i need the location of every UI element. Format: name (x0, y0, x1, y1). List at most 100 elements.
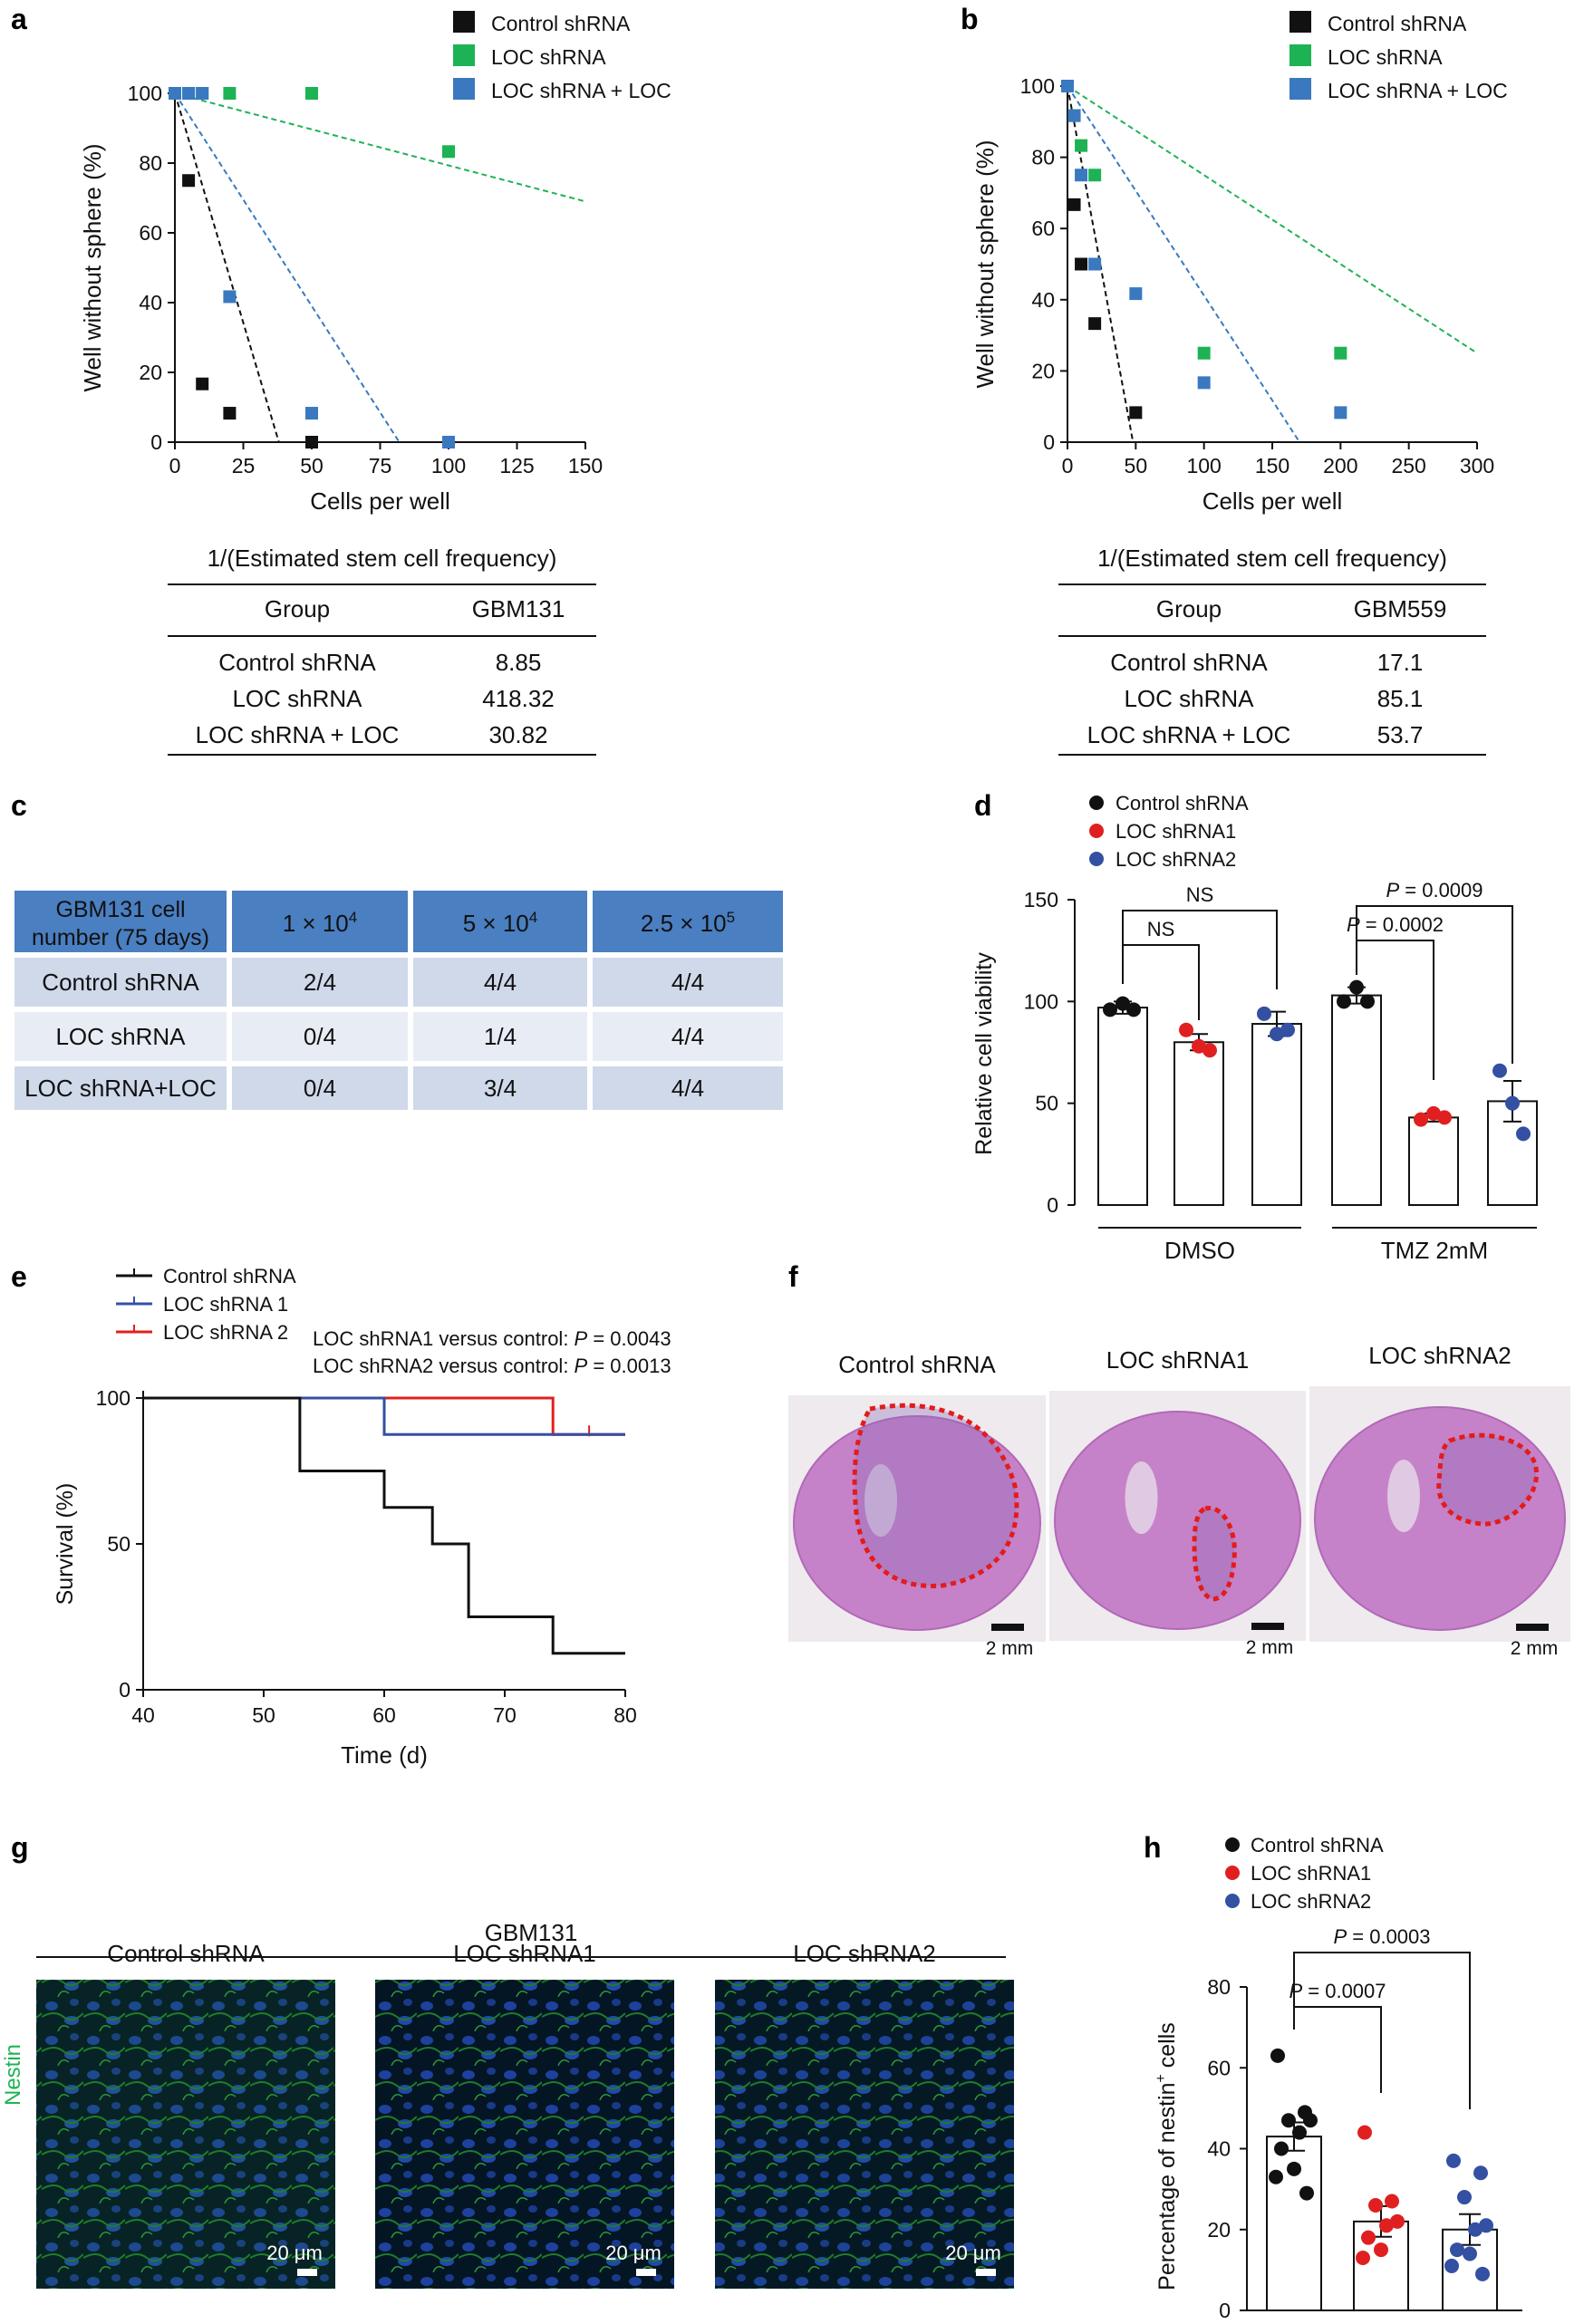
y-tick-label: 60 (139, 221, 162, 245)
y-tick-label: 50 (107, 1532, 130, 1556)
p-value: NS (1147, 918, 1175, 940)
table-cell-group: Control shRNA (218, 649, 376, 676)
data-point (1088, 169, 1102, 182)
y-tick-label: 50 (1035, 1092, 1058, 1115)
table-title: 1/(Estimated stem cell frequency) (1097, 545, 1447, 572)
data-point (1444, 2258, 1459, 2273)
ventricle (1387, 1460, 1420, 1532)
data-point (1516, 1126, 1531, 1142)
x-tick-label: 0 (169, 454, 181, 477)
body-cell (14, 958, 227, 1007)
x-tick-label: 125 (499, 454, 534, 477)
panel-d-chart: 0 50 100 150 Relative cell viability DMSO TMZ … (971, 792, 1538, 1264)
y-axis-label: Percentage of nestin+ cells (1154, 2022, 1180, 2290)
x-tick-label: 200 (1323, 454, 1357, 477)
x-axis-label: Cells per well (310, 487, 450, 515)
data-point (1475, 2266, 1490, 2281)
data-point (1446, 2153, 1461, 2168)
data-point (1075, 257, 1088, 271)
data-point (1463, 2246, 1477, 2261)
y-tick-label: 20 (1207, 2218, 1231, 2242)
y-axis-label-part: + (1154, 2074, 1169, 2082)
y-tick-label: 60 (1031, 217, 1055, 240)
p-value: = 0.0013 (587, 1355, 671, 1377)
data-point (442, 436, 455, 448)
data-point (1287, 2161, 1301, 2176)
header-cell-count: 2.5 × 105 (641, 909, 735, 937)
body-cell (413, 1012, 587, 1061)
x-tick-label: 50 (252, 1703, 275, 1727)
panel-label-a: a (11, 3, 27, 35)
p-value: NS (1186, 883, 1214, 906)
tumor-outline (1192, 1506, 1237, 1602)
data-point (1061, 80, 1074, 92)
data-point (1179, 1022, 1193, 1037)
legend-label: LOC shRNA + LOC (1328, 79, 1508, 102)
data-point (1292, 2125, 1307, 2140)
data-point (1368, 2197, 1383, 2213)
bar (1174, 1041, 1224, 1207)
data-point (1075, 139, 1088, 152)
p-symbol: P (1333, 1925, 1347, 1948)
row-value: 0/4 (304, 1023, 336, 1050)
stain-label: Nestin (1, 2044, 25, 2106)
legend-label: Control shRNA (1251, 1834, 1384, 1856)
table-cell-group: LOC shRNA + LOC (1087, 721, 1291, 748)
sig-bracket (1356, 905, 1513, 1064)
data-point (1270, 1027, 1284, 1042)
panel-a-frequency-table: 1/(Estimated stem cell frequency) Group GB… (168, 545, 596, 756)
x-tick-label: 60 (372, 1703, 396, 1727)
x-tick-label: 75 (369, 454, 392, 477)
legend-marker (1089, 796, 1104, 810)
brain-section (1314, 1406, 1566, 1631)
count-mantissa: 2.5 × 10 (641, 910, 727, 937)
row-value: 2/4 (304, 969, 336, 996)
row-value: 4/4 (671, 1023, 704, 1050)
table-title: 1/(Estimated stem cell frequency) (208, 545, 557, 572)
table-cell-group: LOC shRNA + LOC (196, 721, 400, 748)
sig-label: P = 0.0002 (1347, 913, 1444, 936)
y-axis-label-part: cells (1154, 2022, 1180, 2074)
data-point (305, 436, 318, 448)
bar (1408, 1116, 1459, 1206)
legend-marker (1225, 1837, 1240, 1852)
data-point (1360, 994, 1375, 1009)
header-cell (14, 891, 227, 952)
data-point (1374, 2242, 1388, 2258)
row-value: 4/4 (671, 1075, 704, 1102)
p-value: = 0.0003 (1347, 1925, 1430, 1948)
fluorescence-image (36, 1980, 335, 2289)
p-symbol: P (1347, 913, 1360, 936)
data-point (1450, 2242, 1464, 2258)
data-point (1067, 198, 1081, 211)
body-cell (14, 1066, 227, 1110)
table-cell-value: 418.32 (482, 685, 555, 712)
image-title: LOC shRNA1 (453, 1940, 596, 1967)
data-point (1126, 1002, 1141, 1017)
table-cell-value: 85.1 (1377, 685, 1424, 712)
panel-h-chart: 0 20 40 60 80 Percentage of nestin+ cells Cont… (1154, 1834, 1522, 2322)
x-tick-label: 80 (613, 1703, 637, 1727)
legend-label: LOC shRNA (1328, 45, 1443, 69)
y-axis-label: Survival (%) (53, 1483, 78, 1606)
fit-line-1 (1067, 85, 1478, 354)
data-point (1067, 109, 1081, 122)
scale-label: 2 mm (1246, 1637, 1294, 1658)
x-tick-label: 250 (1391, 454, 1425, 477)
data-point (305, 407, 318, 420)
comparison-text: LOC shRNA2 versus control: (313, 1355, 575, 1377)
fit-line-0 (174, 92, 280, 443)
legend-swatch (1289, 44, 1311, 66)
data-point (223, 290, 237, 304)
table-cell-value: 30.82 (488, 721, 547, 748)
panel-label-h: h (1144, 1831, 1162, 1864)
panel-b-chart: 0 20 40 60 80 100 0 50 100 150 200 250 300 Cells per … (971, 11, 1508, 515)
data-point (1473, 2165, 1488, 2181)
data-point (1192, 1038, 1206, 1054)
header-label: GBM131 cell (55, 897, 185, 922)
panel-f-histology: Control shRNA 2 mm LOC shRNA1 2 mm LOC shRNA… (788, 1342, 1570, 1659)
panel-a-chart: 0 20 40 60 80 100 0 25 50 75 100 125 150 Cells per we… (79, 11, 671, 515)
table-header: Group (1156, 595, 1222, 622)
data-point (1257, 1006, 1271, 1021)
